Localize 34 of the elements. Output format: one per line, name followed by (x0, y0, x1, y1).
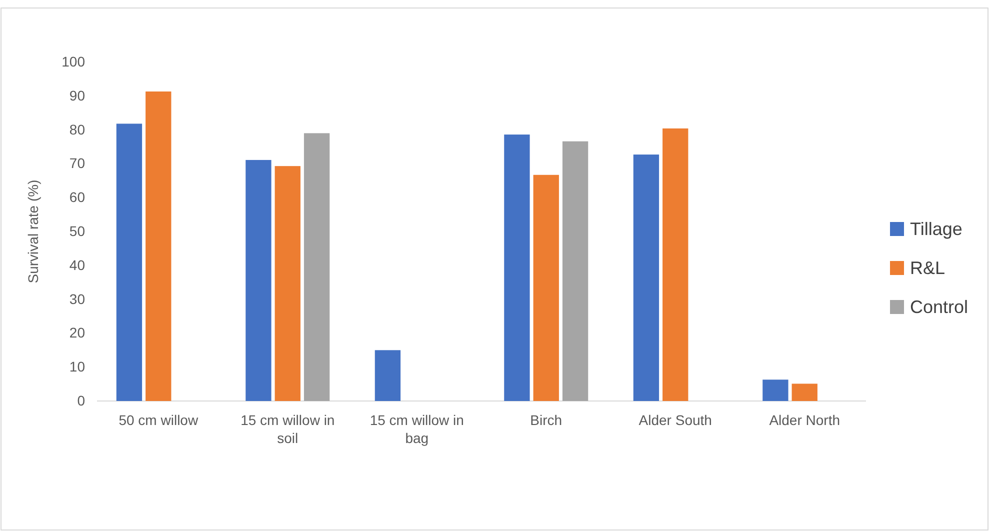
bar (762, 380, 788, 401)
x-tick-label: Alder South (638, 412, 712, 428)
bar (533, 174, 559, 401)
y-tick-label: 100 (62, 53, 86, 70)
bar (246, 160, 272, 401)
bar (374, 350, 401, 401)
bar (274, 166, 300, 401)
y-tick-label: 0 (77, 392, 86, 408)
y-tick-label: 10 (69, 358, 86, 375)
x-tick-label: 15 cm willow in soil (240, 412, 335, 446)
y-axis-title: Survival rate (%) (25, 180, 41, 284)
bar (504, 134, 530, 401)
x-tick-label: 50 cm willow (118, 412, 199, 428)
x-tick-label: Alder North (769, 412, 840, 428)
y-tick-label: 80 (69, 121, 86, 138)
legend-label: R&L (910, 258, 946, 278)
legend-label: Tillage (910, 219, 962, 239)
bar (662, 128, 688, 401)
bar (562, 141, 588, 401)
y-tick-label: 60 (69, 189, 86, 206)
y-tick-label: 40 (69, 256, 86, 273)
y-tick-label: 70 (69, 155, 86, 172)
y-tick-label: 30 (69, 290, 86, 307)
y-tick-label: 50 (69, 222, 86, 239)
bar (304, 133, 330, 401)
x-tick-label: 15 cm willow in bag (370, 412, 464, 446)
bar (633, 154, 660, 401)
x-tick-label: Birch (530, 412, 562, 428)
y-tick-label: 20 (69, 324, 86, 341)
bar (116, 124, 142, 401)
bar (792, 384, 818, 401)
bar (146, 91, 172, 401)
y-tick-label: 90 (69, 87, 86, 104)
legend-label: Control (910, 297, 968, 317)
